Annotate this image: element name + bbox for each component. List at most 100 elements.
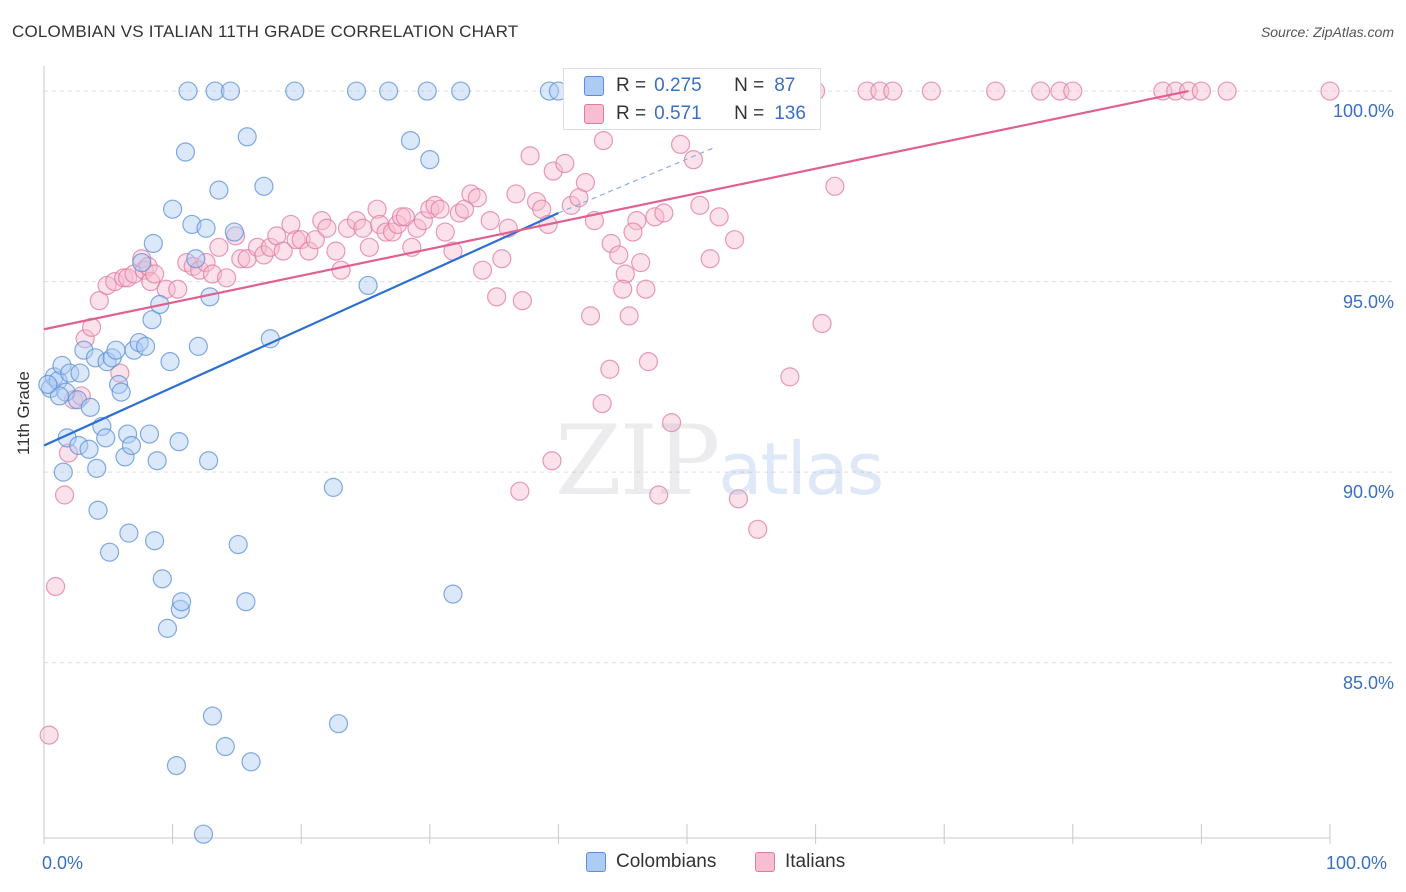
point-italians [291, 230, 311, 250]
point-italians [555, 153, 575, 174]
point-italians [326, 241, 346, 261]
point-italians [367, 199, 387, 219]
point-italians [480, 211, 500, 231]
point-italians [407, 218, 427, 238]
point-italians [631, 252, 651, 273]
y-tick-label: 90.0% [1342, 482, 1394, 503]
point-colombians [69, 435, 89, 456]
legend-r-value: 0.571 [654, 103, 702, 124]
point-colombians [115, 447, 135, 467]
point-colombians [417, 81, 437, 101]
point-colombians [79, 439, 99, 459]
point-italians [1191, 81, 1212, 101]
point-italians [627, 211, 647, 231]
point-colombians [196, 218, 216, 238]
point-colombians [236, 592, 256, 612]
point-italians [299, 241, 319, 261]
point-colombians [152, 569, 172, 589]
point-colombians [215, 736, 235, 757]
point-italians [520, 146, 540, 166]
point-colombians [202, 706, 223, 726]
point-colombians [106, 340, 126, 360]
point-italians [395, 207, 415, 227]
point-colombians [147, 451, 167, 471]
point-italians [492, 249, 512, 269]
x-axis [43, 66, 1331, 844]
point-colombians [121, 435, 142, 456]
point-colombians [379, 81, 399, 101]
point-italians [305, 230, 325, 250]
point-italians [1320, 81, 1340, 101]
point-colombians [52, 355, 72, 376]
watermark-atlas: atlas [718, 427, 884, 511]
legend-swatch-colombians [584, 76, 604, 96]
bottom-legend-colombians: Colombians [586, 851, 716, 873]
point-italians [196, 252, 216, 273]
point-italians [561, 195, 581, 215]
point-italians [1031, 81, 1051, 101]
point-colombians [53, 462, 73, 482]
point-italians [728, 489, 749, 509]
point-italians [619, 306, 639, 326]
point-italians [506, 184, 526, 204]
point-colombians [85, 348, 106, 368]
point-italians [134, 260, 154, 280]
point-italians [670, 134, 691, 155]
point-italians [359, 237, 379, 257]
chart-title: COLOMBIAN VS ITALIAN 11TH GRADE CORRELAT… [12, 22, 519, 41]
point-italians [353, 218, 373, 238]
point-italians [543, 161, 563, 181]
point-italians [575, 172, 596, 193]
correlation-legend: R = 0.275 N = 87 R = 0.571 N = 136 [563, 68, 821, 130]
point-colombians [346, 81, 367, 101]
point-colombians [96, 428, 116, 448]
point-italians [58, 443, 79, 463]
x-tick-label-min: 0.0% [42, 853, 84, 873]
point-italians [601, 233, 621, 254]
point-italians [638, 352, 659, 372]
point-colombians [209, 180, 229, 200]
point-colombians [193, 824, 214, 844]
point-colombians [160, 352, 180, 372]
y-tick-label: 100.0% [1332, 101, 1394, 122]
point-italians [168, 279, 188, 299]
point-italians [724, 230, 745, 250]
point-italians [144, 264, 165, 284]
legend-n-label: N = [734, 75, 765, 96]
point-colombians [88, 500, 108, 520]
point-italians [331, 260, 351, 280]
point-italians [376, 222, 396, 242]
point-colombians [328, 714, 349, 734]
point-colombians [111, 382, 131, 402]
trend-line-colombians [43, 212, 559, 447]
point-colombians [48, 371, 68, 391]
legend-r-value: 0.275 [654, 75, 702, 96]
chart-source: Source: ZipAtlas.com [1260, 24, 1394, 40]
point-italians [613, 279, 633, 299]
legend-n-label: N = [734, 103, 765, 124]
legend-swatch-italians [584, 104, 604, 124]
point-colombians [169, 432, 189, 452]
bottom-legend-italians: Italians [755, 851, 845, 873]
point-italians [39, 725, 59, 745]
point-colombians [172, 592, 192, 612]
point-colombians [157, 618, 178, 638]
point-italians [425, 195, 445, 215]
point-italians [592, 393, 612, 414]
point-colombians [254, 176, 274, 196]
point-colombians [199, 451, 219, 471]
point-italians [609, 245, 629, 265]
bottom-legend-label-colombians: Colombians [616, 851, 717, 872]
point-colombians [443, 584, 463, 604]
point-colombians [228, 534, 248, 555]
point-colombians [117, 424, 138, 444]
point-colombians [323, 477, 343, 497]
point-colombians [74, 340, 94, 360]
point-italians [600, 359, 620, 379]
point-colombians [108, 374, 129, 395]
point-italians [430, 199, 450, 219]
point-italians [615, 264, 635, 284]
point-italians [690, 195, 710, 215]
bottom-legend-label-italians: Italians [785, 851, 846, 872]
point-italians [190, 260, 210, 280]
